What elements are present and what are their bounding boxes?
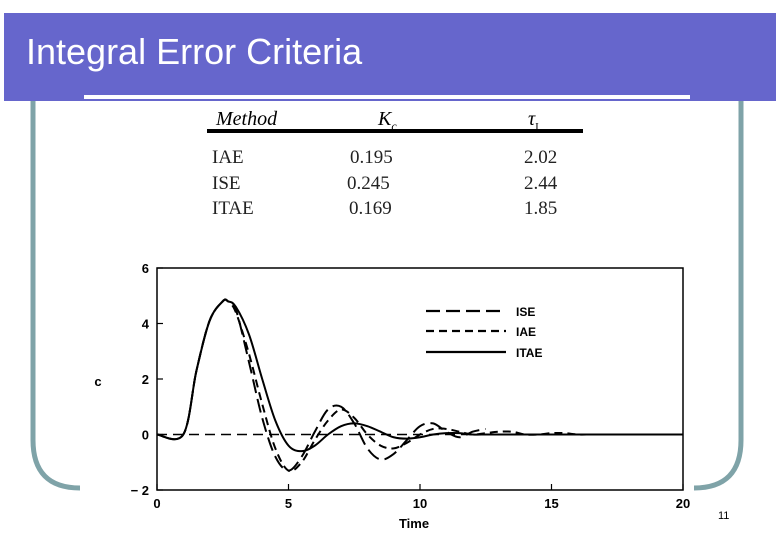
header-kc-symbol: K xyxy=(378,108,392,130)
y-tick-label: 2 xyxy=(142,372,149,387)
header-method: Method xyxy=(216,108,278,130)
table-cell: 0.195 xyxy=(350,147,393,168)
y-tick-label: 6 xyxy=(142,261,149,276)
legend-label: ISE xyxy=(516,305,535,319)
plot-area xyxy=(156,267,684,491)
header-kc: Kc xyxy=(378,108,397,134)
legend-label: IAE xyxy=(516,325,536,339)
series-line-ise xyxy=(156,298,486,472)
header-tau: τI xyxy=(528,108,539,133)
y-tick-label: − 2 xyxy=(131,483,149,498)
table-cell: 0.169 xyxy=(349,198,392,219)
x-tick-label: 0 xyxy=(153,496,160,511)
y-tick-label: 0 xyxy=(142,428,149,443)
legend-label: ITAE xyxy=(516,346,542,360)
series-line-iae xyxy=(156,298,683,473)
x-tick-label: 15 xyxy=(544,496,558,511)
header-tau-subscript: I xyxy=(535,121,539,133)
header-tau-symbol: τ xyxy=(528,108,536,130)
slide-number: 11 xyxy=(718,510,730,522)
table-cell: 0.245 xyxy=(347,173,390,194)
table-header-rule xyxy=(207,129,583,133)
table-cell: ITAE xyxy=(212,198,254,219)
x-tick-label: 20 xyxy=(676,496,690,511)
table-cell: 2.02 xyxy=(524,147,558,168)
y-axis-label: c xyxy=(94,374,101,389)
title-underline xyxy=(84,95,690,99)
table-cell: IAE xyxy=(212,147,244,168)
table-cell: 2.44 xyxy=(524,173,558,194)
title-banner xyxy=(4,13,776,101)
y-tick-label: 4 xyxy=(142,317,150,332)
header-kc-subscript: c xyxy=(391,119,397,133)
x-axis-label: Time xyxy=(399,516,429,531)
x-tick-label: 5 xyxy=(285,496,292,511)
slide-title: Integral Error Criteria xyxy=(26,31,363,72)
series-line-itae xyxy=(156,298,683,453)
table-cell: 1.85 xyxy=(524,198,558,219)
x-tick-label: 10 xyxy=(413,496,427,511)
table-cell: ISE xyxy=(212,173,241,194)
